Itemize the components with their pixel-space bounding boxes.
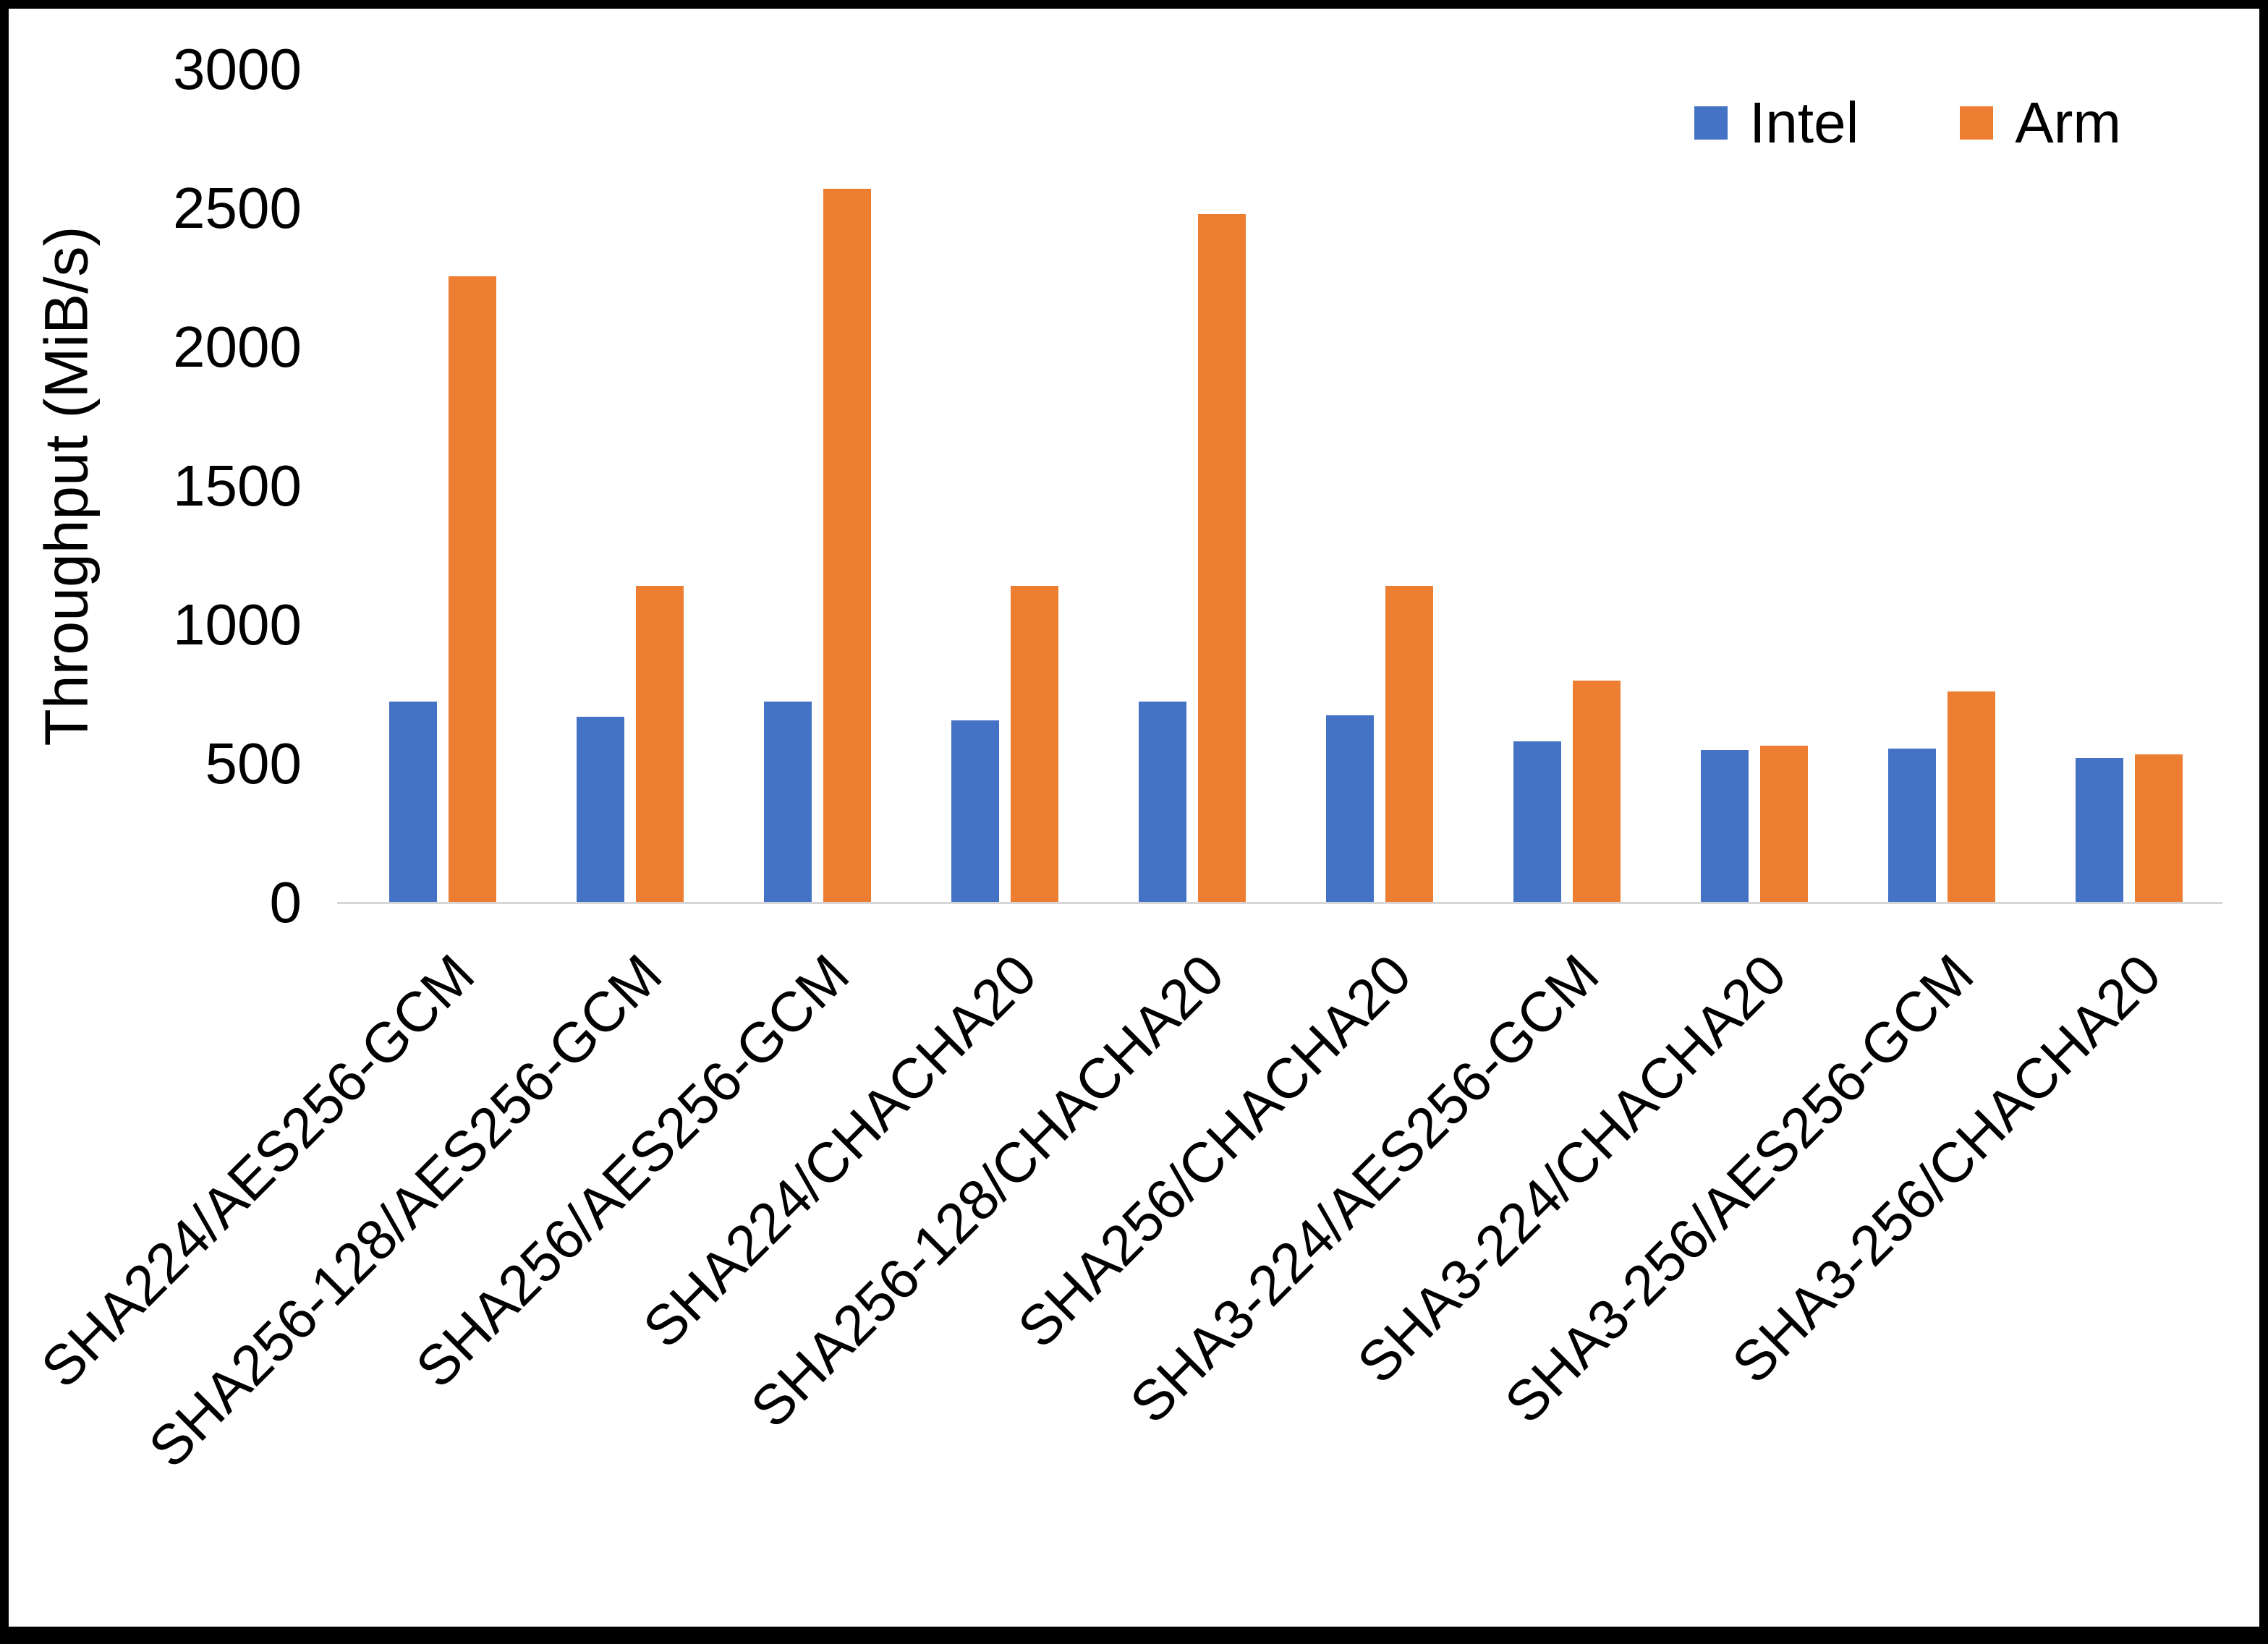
bar-group xyxy=(1286,69,1473,903)
bar-intel-sha224-chacha20 xyxy=(951,720,999,903)
bar-group xyxy=(911,69,1098,903)
bar-group xyxy=(1660,69,1848,903)
bar-group xyxy=(1098,69,1286,903)
x-axis-labels: SHA224/AES256-GCM SHA256-128/AES256-GCM SH… xyxy=(29,914,2222,1565)
y-tick-label: 0 xyxy=(269,870,302,934)
plot-area: Intel Arm xyxy=(337,69,2222,904)
legend-item-intel: Intel xyxy=(1694,90,1859,156)
bar-arm-sha256-128-aes256-gcm xyxy=(635,586,684,903)
y-tick-label: 500 xyxy=(205,731,302,796)
legend-swatch-arm xyxy=(1960,106,1994,140)
bar-arm-sha256-chacha20 xyxy=(1385,586,1433,903)
bar-intel-sha3-256-chacha20 xyxy=(2075,758,2123,903)
x-axis-line xyxy=(337,902,2222,904)
bar-intel-sha3-256-aes256-gcm xyxy=(1887,748,1936,903)
bar-group xyxy=(1473,69,1660,903)
bar-intel-sha3-224-aes256-gcm xyxy=(1513,741,1561,903)
bar-intel-sha256-128-chacha20 xyxy=(1138,701,1186,903)
y-tick-label: 1000 xyxy=(173,592,302,657)
legend-label: Arm xyxy=(2015,90,2121,155)
bar-group xyxy=(1848,69,2035,903)
bar-arm-sha3-256-aes256-gcm xyxy=(1947,691,1995,903)
bar-group xyxy=(723,69,911,903)
legend-swatch-intel xyxy=(1694,106,1728,140)
bar-arm-sha3-224-aes256-gcm xyxy=(1572,680,1621,903)
bar-intel-sha224-aes256-gcm xyxy=(388,701,437,903)
bar-intel-sha256-chacha20 xyxy=(1325,715,1374,903)
y-tick-label: 2000 xyxy=(173,315,302,379)
legend-label: Intel xyxy=(1749,90,1859,155)
bar-group xyxy=(349,69,536,903)
bar-chart: Throughput (MiB/s) 0 500 1000 1500 2000 2500 3… xyxy=(9,9,2259,1627)
bar-group xyxy=(536,69,723,903)
bar-arm-sha3-256-chacha20 xyxy=(2134,754,2183,903)
bar-intel-sha256-128-aes256-gcm xyxy=(576,716,624,903)
y-axis-ticks: 0 500 1000 1500 2000 2500 3000 xyxy=(95,41,302,932)
bar-group xyxy=(2035,69,2222,903)
legend-item-arm: Arm xyxy=(1960,90,2121,156)
bar-intel-sha3-224-chacha20 xyxy=(1700,749,1749,903)
y-axis-title: Throughput (MiB/s) xyxy=(32,226,101,746)
bar-arm-sha256-128-chacha20 xyxy=(1197,213,1246,903)
bar-arm-sha256-aes256-gcm xyxy=(823,189,871,903)
bar-intel-sha256-aes256-gcm xyxy=(763,701,812,903)
legend: Intel Arm xyxy=(1694,90,2121,156)
y-tick-label: 3000 xyxy=(173,37,302,101)
y-tick-label: 2500 xyxy=(173,176,302,240)
bar-arm-sha3-224-chacha20 xyxy=(1759,746,1808,903)
bar-arm-sha224-chacha20 xyxy=(1010,586,1058,903)
bar-arm-sha224-aes256-gcm xyxy=(448,276,496,903)
y-tick-label: 1500 xyxy=(173,453,302,518)
